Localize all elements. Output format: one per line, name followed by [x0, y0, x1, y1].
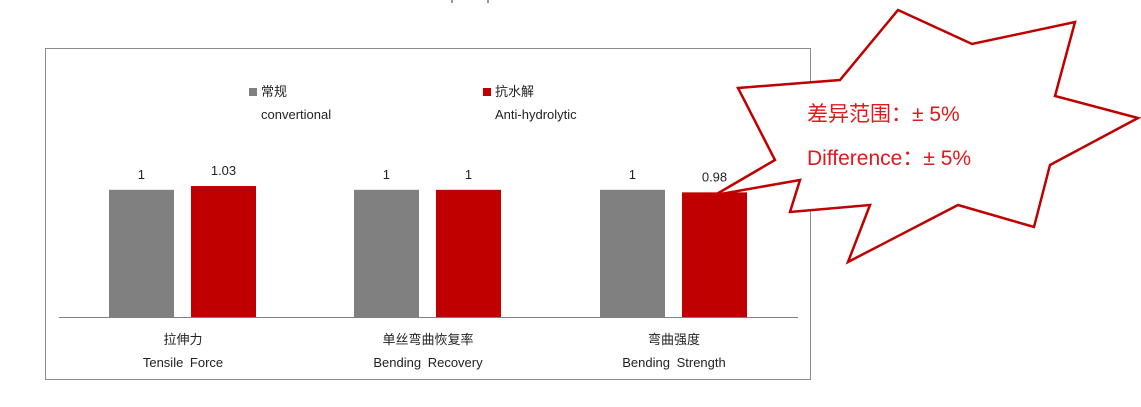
data-label-anti-hydrolytic-1: 1	[465, 167, 472, 182]
category-label-en: Tensile Force	[142, 355, 224, 370]
data-label-conventional-0: 1	[138, 167, 145, 182]
category-label-en: Bending Strength	[622, 355, 726, 370]
category-label-tensile-force: 拉伸力 Tensile Force	[63, 332, 303, 371]
category-label-en: Bending Recovery	[373, 355, 483, 370]
legend-name-anti-hydrolytic: 抗水解	[495, 84, 535, 99]
bar-anti-hydrolytic-1	[436, 189, 501, 317]
bar-anti-hydrolytic-2	[682, 192, 747, 317]
category-label-bending-strength: 弯曲强度 Bending Strength	[554, 332, 794, 371]
bar-conventional-1	[354, 189, 419, 317]
callout-text-en: Difference：± 5%	[807, 147, 972, 170]
data-label-conventional-2: 1	[629, 167, 636, 182]
category-label-zh: 弯曲强度	[647, 332, 700, 347]
category-label-bending-recovery: 单丝弯曲恢复率 Bending Recovery	[308, 332, 548, 371]
legend-sub-conventional: convertional	[261, 107, 332, 122]
data-label-conventional-1: 1	[383, 167, 390, 182]
chart-frame: 1 1 1 1.03 1 0.98 常规 convertional 抗水解 Anti-hy…	[45, 48, 811, 380]
legend-sub-anti-hydrolytic: Anti-hydrolytic	[495, 107, 577, 122]
category-label-zh: 单丝弯曲恢复率	[382, 332, 474, 347]
legend-name-conventional: 常规	[261, 84, 288, 99]
category-label-zh: 拉伸力	[163, 332, 203, 347]
bar-conventional-2	[600, 189, 665, 317]
bar-anti-hydrolytic-0	[191, 186, 256, 317]
bar-conventional-0	[109, 189, 174, 317]
data-label-anti-hydrolytic-2: 0.98	[702, 169, 727, 184]
data-label-anti-hydrolytic-0: 1.03	[211, 163, 236, 178]
callout-text-zh: 差异范围：± 5%	[807, 103, 960, 126]
legend-swatch-conventional	[249, 88, 257, 96]
top-edge-marks	[449, 0, 499, 4]
legend-swatch-anti-hydrolytic	[483, 88, 491, 96]
